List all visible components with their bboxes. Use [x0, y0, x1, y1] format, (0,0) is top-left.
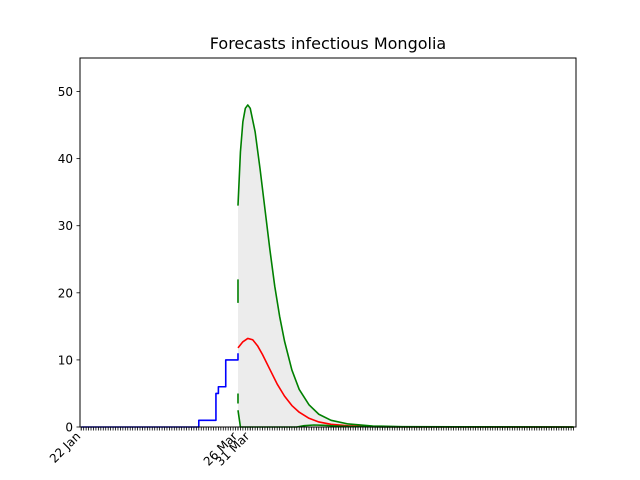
uncertainty-band-layer	[237, 104, 574, 428]
uncertainty-band	[237, 104, 574, 428]
y-tick-label: 20	[58, 286, 73, 300]
y-tick-label: 0	[65, 421, 73, 435]
y-axis: 0 10 20 30 40 50	[58, 85, 80, 435]
y-tick-label: 30	[58, 219, 73, 233]
y-tick-label: 50	[58, 85, 73, 99]
plot-area-frame	[79, 57, 577, 428]
series-line-forecast-upper	[237, 104, 574, 428]
chart-title: Forecasts infectious Mongolia	[210, 34, 446, 53]
series-line-observed	[81, 353, 239, 428]
y-tick-label: 10	[58, 353, 73, 367]
y-tick-label: 40	[58, 152, 73, 166]
